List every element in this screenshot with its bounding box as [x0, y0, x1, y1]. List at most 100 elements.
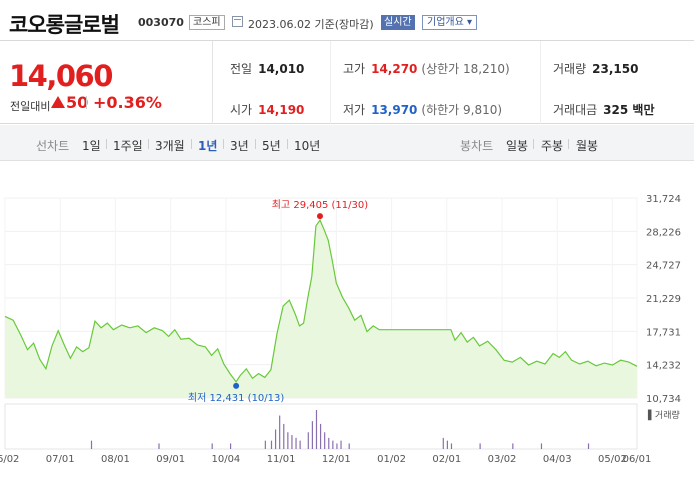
volume-bar [328, 437, 330, 449]
price-area [5, 220, 637, 398]
volume-bar [291, 435, 293, 449]
stock-name: 코오롱글로벌 [9, 13, 120, 37]
volume-bar [90, 440, 93, 449]
volume-bar [279, 415, 281, 449]
x-tick-label: 03/02 [488, 454, 517, 465]
volume: 거래량 23,150 [553, 62, 639, 76]
volume-bar [299, 440, 301, 449]
divider [106, 139, 107, 149]
volume-legend: ▌거래량 [647, 409, 680, 421]
x-tick-label: 04/03 [543, 454, 572, 465]
high-price: 고가 14,270 (상한가 18,210) [343, 62, 510, 76]
volume-bar [332, 440, 334, 449]
min-label: 최저 12,431 (10/13) [188, 392, 284, 404]
open-price: 시가 14,190 [230, 103, 305, 117]
max-point [316, 213, 323, 220]
y-tick-label: 14,232 [646, 361, 681, 372]
divider [86, 96, 87, 109]
volume-bar [307, 432, 309, 449]
prev-close: 전일 14,010 [230, 62, 305, 76]
tab-3y[interactable]: 3년 [230, 139, 249, 153]
volume-bar [512, 443, 514, 449]
volume-bar [211, 443, 213, 449]
price-summary: 14,060 전일대비 50 +0.36% 전일 14,010 고가 14,270(… [0, 40, 694, 124]
y-tick-label: 24,727 [646, 261, 681, 272]
divider [255, 139, 256, 149]
change-percent: +0.36% [93, 93, 162, 112]
price-line [4, 218, 638, 383]
min-point [233, 382, 240, 389]
divider [223, 139, 224, 149]
divider [287, 139, 288, 149]
tab-5y[interactable]: 5년 [262, 139, 281, 153]
stock-header: 코오롱글로벌 003070 코스피 2023.06.02 기준(장마감) 실시간… [0, 0, 694, 40]
tab-line-chart[interactable]: 선차트 [36, 139, 70, 153]
x-tick-label: 01/02 [377, 454, 406, 465]
volume-bar [587, 443, 590, 449]
volume-bar [287, 432, 289, 449]
low-price: 저가 13,970 (하한가 9,810) [343, 103, 503, 117]
volume-bar [264, 440, 266, 449]
volume-bar [336, 443, 338, 449]
volume-bar [158, 443, 160, 449]
divider [191, 139, 192, 149]
max-label: 최고 29,405 (11/30) [272, 199, 368, 211]
tab-weekly[interactable]: 주봉 [541, 139, 564, 153]
volume-bar [270, 440, 273, 449]
tab-1w[interactable]: 1주일 [113, 139, 143, 153]
x-tick-label: 06/02 [0, 454, 19, 465]
current-price: 14,060 [9, 59, 113, 93]
y-tick-label: 21,229 [646, 294, 681, 305]
stock-code: 003070 [138, 16, 184, 29]
volume-bar [319, 423, 322, 449]
x-tick-label: 11/01 [267, 454, 296, 465]
realtime-button[interactable]: 실시간 [381, 15, 415, 30]
tab-1y[interactable]: 1년 [198, 139, 218, 153]
volume-bar [295, 437, 297, 449]
x-tick-label: 12/01 [322, 454, 351, 465]
x-tick-label: 07/01 [46, 454, 75, 465]
market-badge: 코스피 [189, 15, 225, 30]
x-tick-label: 02/01 [432, 454, 461, 465]
current-price-box: 14,060 전일대비 50 +0.36% [0, 41, 213, 124]
volume-bar [311, 421, 313, 449]
change-value: 50 [51, 93, 88, 112]
y-tick-label: 17,731 [646, 327, 681, 338]
divider [568, 139, 569, 149]
volume-bar [340, 440, 342, 449]
x-tick-label: 08/01 [101, 454, 130, 465]
up-triangle-icon [51, 96, 65, 108]
volume-bar [442, 437, 444, 449]
volume-bar [348, 443, 350, 449]
tab-daily[interactable]: 일봉 [506, 139, 529, 153]
y-tick-label: 10,734 [646, 394, 681, 405]
divider [540, 41, 541, 124]
x-tick-label: 09/01 [156, 454, 185, 465]
volume-bar [324, 432, 326, 449]
volume-bar [446, 440, 448, 449]
trade-amount: 거래대금 325 백만 [553, 103, 655, 117]
volume-bar [274, 429, 277, 449]
volume-bar [540, 443, 543, 449]
price-chart-svg: 31,724 28,226 24,727 21,229 17,731 14,232 10,7… [0, 194, 681, 465]
volume-bar [283, 423, 285, 449]
x-tick-label: 05/02 [598, 454, 627, 465]
volume-bar [479, 443, 481, 449]
chart-tabs: 선차트 1일 1주일 3개월 1년 3년 5년 10년 봉차트 일봉 주봉 월봉 [0, 125, 694, 161]
reference-date: 2023.06.02 기준(장마감) [248, 18, 374, 31]
price-chart: 31,724 28,226 24,727 21,229 17,731 14,232 10,7… [0, 162, 694, 477]
calendar-icon [232, 16, 243, 27]
tab-3m[interactable]: 3개월 [155, 139, 185, 153]
company-info-dropdown[interactable]: 기업개요 ▾ [422, 15, 477, 30]
tab-monthly[interactable]: 월봉 [576, 139, 599, 153]
x-tick-label: 06/01 [623, 454, 652, 465]
divider [330, 41, 331, 124]
change-label: 전일대비 [10, 100, 51, 113]
tab-10y[interactable]: 10년 [294, 139, 321, 153]
tab-1d[interactable]: 1일 [82, 139, 101, 153]
tab-candle-chart[interactable]: 봉차트 [460, 139, 494, 153]
volume-bar [229, 443, 232, 449]
y-tick-label: 28,226 [646, 227, 681, 238]
x-tick-label: 10/04 [211, 454, 240, 465]
divider [533, 139, 534, 149]
